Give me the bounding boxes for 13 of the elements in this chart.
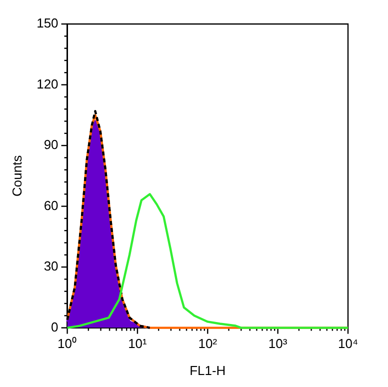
x-tick-label: 10² [198, 336, 218, 352]
x-tick-label: 10³ [268, 336, 288, 352]
y-tick-label: 60 [44, 198, 58, 213]
y-tick-label: 30 [44, 258, 58, 274]
y-tick-label: 120 [36, 76, 58, 92]
x-tick-label: 10⁴ [338, 336, 358, 352]
y-tick-label: 150 [36, 16, 58, 31]
y-tick-label: 90 [44, 137, 58, 152]
x-axis-title: FL1-H [190, 362, 226, 378]
y-tick-label: 0 [51, 319, 58, 334]
y-axis-title: Counts [9, 154, 24, 196]
x-tick-label: 10¹ [128, 336, 148, 352]
x-tick-label: 10⁰ [58, 336, 78, 352]
